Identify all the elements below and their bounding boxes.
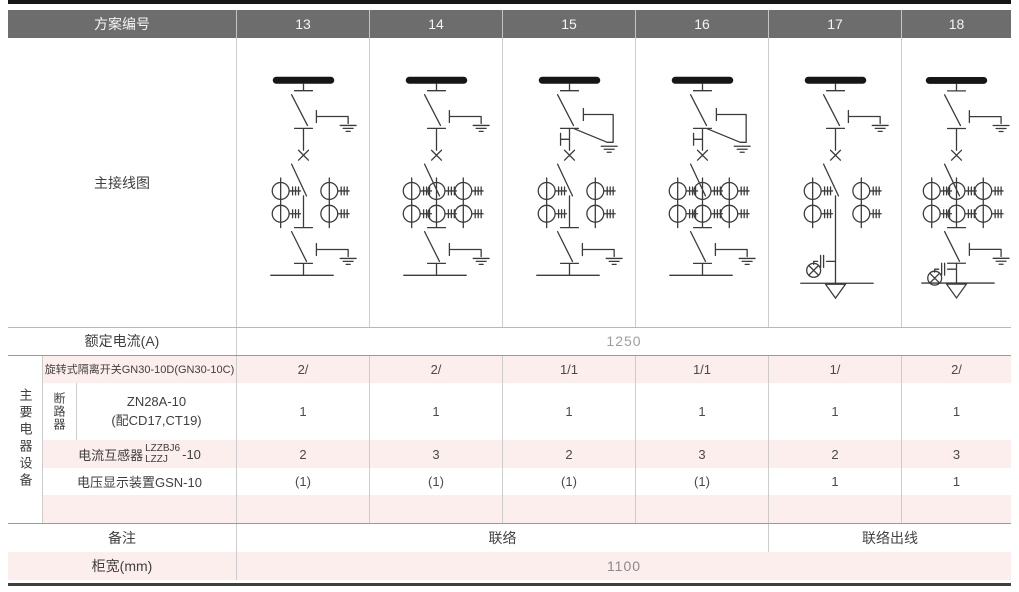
ct-model-top: LZZBJ6 bbox=[145, 442, 181, 454]
ct-row-label: 电流互感器 LZZBJ6 LZZJ -10 bbox=[43, 440, 236, 468]
empty-row-label bbox=[43, 495, 236, 523]
diagram-cell-16 bbox=[635, 38, 768, 327]
breaker-qty-13: 1 bbox=[236, 383, 369, 440]
header-scheme-13: 13 bbox=[236, 10, 369, 38]
breaker-qty-15: 1 bbox=[502, 383, 635, 440]
main-equipment-group-label: 主要电器设备 bbox=[8, 355, 43, 523]
empty-18 bbox=[901, 495, 1011, 523]
header-scheme-18: 18 bbox=[901, 10, 1011, 38]
remark-tie-outgoing: 联络出线 bbox=[768, 523, 1011, 552]
top-rule bbox=[8, 0, 1011, 4]
breaker-qty-14: 1 bbox=[369, 383, 502, 440]
remark-tie: 联络 bbox=[236, 523, 768, 552]
empty-13 bbox=[236, 495, 369, 523]
divider-above-rated-current bbox=[8, 327, 1011, 328]
ct-model-bottom: LZZJ bbox=[145, 454, 168, 465]
single-line-diagram-17 bbox=[769, 38, 901, 327]
empty-15 bbox=[502, 495, 635, 523]
single-line-diagram-13 bbox=[237, 38, 369, 327]
cabinet-width-value: 1100 bbox=[236, 552, 1011, 580]
header-scheme-15: 15 bbox=[502, 10, 635, 38]
voltage-display-row-label: 电压显示装置GSN-10 bbox=[77, 475, 202, 490]
header-scheme-label: 方案编号 bbox=[8, 10, 236, 38]
isolator-qty-13: 2/ bbox=[236, 355, 369, 383]
breaker-qty-18: 1 bbox=[901, 383, 1011, 440]
diagram-cell-14 bbox=[369, 38, 502, 327]
single-line-diagram-16 bbox=[636, 38, 768, 327]
single-line-diagram-14 bbox=[370, 38, 502, 327]
header-scheme-14: 14 bbox=[369, 10, 502, 38]
breaker-vertical-label: 断路器 bbox=[43, 383, 77, 440]
breaker-qty-16: 1 bbox=[635, 383, 768, 440]
ct-qty-18: 3 bbox=[901, 440, 1011, 468]
ct-label-prefix: 电流互感器 bbox=[78, 447, 144, 463]
isolator-qty-14: 2/ bbox=[369, 355, 502, 383]
ct-label-suffix: -10 bbox=[182, 446, 201, 462]
remark-label: 备注 bbox=[108, 529, 136, 546]
main-wiring-diagram-label: 主接线图 bbox=[94, 174, 150, 191]
ct-model-fraction: LZZBJ6 LZZJ bbox=[145, 443, 180, 466]
breaker-qty-17: 1 bbox=[768, 383, 901, 440]
rated-current-label: 额定电流(A) bbox=[84, 333, 160, 349]
ct-qty-14: 3 bbox=[369, 440, 502, 468]
header-scheme-17: 17 bbox=[768, 10, 901, 38]
ct-qty-16: 3 bbox=[635, 440, 768, 468]
cabinet-width-label: 柜宽(mm) bbox=[8, 552, 236, 580]
isolator-row-label: 旋转式隔离开关GN30-10D(GN30-10C) bbox=[43, 355, 236, 383]
bottom-rule bbox=[8, 583, 1011, 586]
scheme-table: 方案编号 13 14 15 16 17 18 主接线图 额定电流(A) 1250… bbox=[8, 10, 1011, 580]
empty-14 bbox=[369, 495, 502, 523]
rated-current-value: 1250 bbox=[236, 327, 1011, 355]
header-scheme-16: 16 bbox=[635, 10, 768, 38]
ct-qty-13: 2 bbox=[236, 440, 369, 468]
diagram-cell-13 bbox=[236, 38, 369, 327]
diagram-cell-17 bbox=[768, 38, 901, 327]
divider-below-rated-current bbox=[8, 355, 1011, 356]
ct-qty-15: 2 bbox=[502, 440, 635, 468]
empty-16 bbox=[635, 495, 768, 523]
diagram-cell-15 bbox=[502, 38, 635, 327]
breaker-model-line1: ZN28A-10 bbox=[126, 393, 187, 409]
single-line-diagram-18 bbox=[902, 38, 1011, 327]
vd-qty-18: 1 bbox=[901, 468, 1011, 495]
isolator-qty-16: 1/1 bbox=[635, 355, 768, 383]
divider-above-remark bbox=[8, 523, 1011, 524]
vd-qty-15: (1) bbox=[502, 468, 635, 495]
empty-17 bbox=[768, 495, 901, 523]
breaker-model-label: ZN28A-10 (配CD17,CT19) bbox=[77, 383, 236, 440]
isolator-qty-18: 2/ bbox=[901, 355, 1011, 383]
vd-qty-13: (1) bbox=[236, 468, 369, 495]
isolator-qty-15: 1/1 bbox=[502, 355, 635, 383]
ct-qty-17: 2 bbox=[768, 440, 901, 468]
isolator-qty-17: 1/ bbox=[768, 355, 901, 383]
vd-qty-14: (1) bbox=[369, 468, 502, 495]
single-line-diagram-15 bbox=[503, 38, 635, 327]
diagram-cell-18 bbox=[901, 38, 1011, 327]
vd-qty-17: 1 bbox=[768, 468, 901, 495]
breaker-row-label: 断路器 ZN28A-10 (配CD17,CT19) bbox=[43, 383, 236, 440]
breaker-model-line2: (配CD17,CT19) bbox=[111, 412, 202, 428]
vd-qty-16: (1) bbox=[635, 468, 768, 495]
